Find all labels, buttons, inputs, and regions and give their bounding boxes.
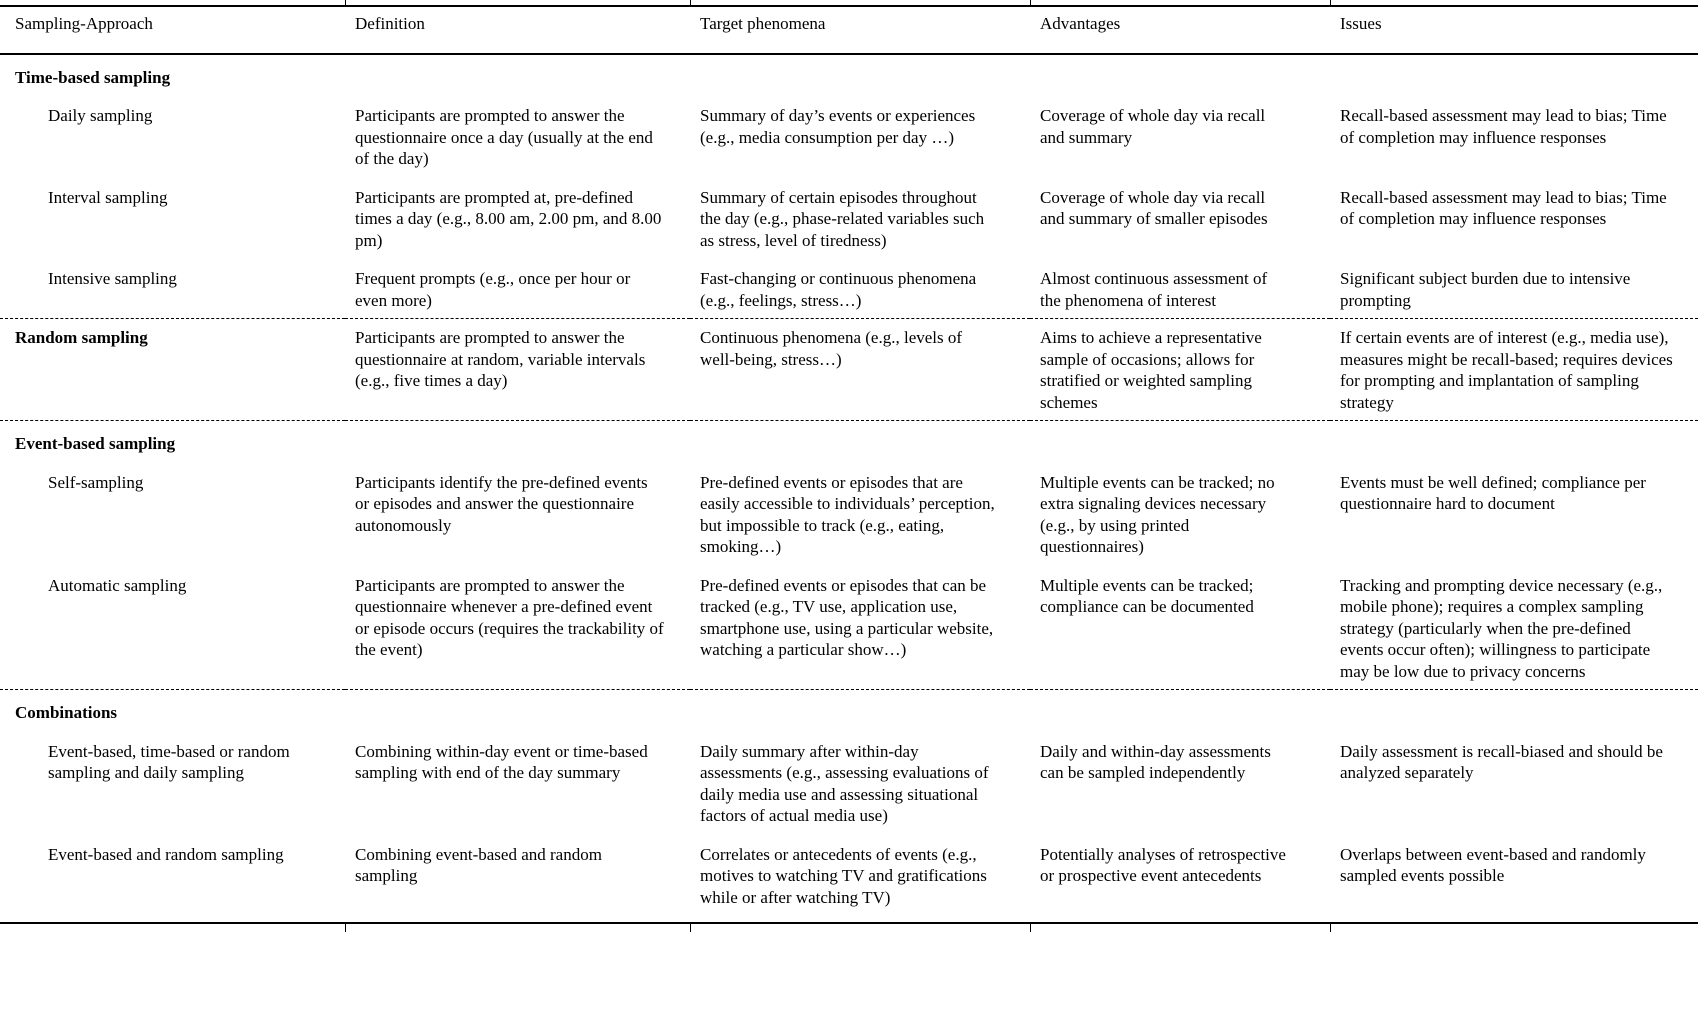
row-daily-sampling: Daily sampling Participants are prompted… — [0, 88, 1698, 170]
cell-advantages: Multiple events can be tracked; no extra… — [1040, 472, 1275, 557]
col-header-advantages: Advantages — [1030, 1, 1331, 55]
cell-advantages: Almost continuous assessment of the phen… — [1040, 269, 1268, 310]
section-row-event-based-sampling: Event-based sampling — [0, 420, 1698, 455]
cell-empty — [1030, 54, 1330, 89]
section-label: Combinations — [0, 689, 345, 724]
row-label: Event-based and random sampling — [0, 826, 346, 932]
row-label: Automatic sampling — [48, 575, 187, 595]
section-label: Time-based sampling — [15, 67, 171, 87]
row-self-sampling: Self-sampling Participants identify the … — [0, 455, 1698, 558]
row-event-time-random-daily-sampling: Event-based, time-based or random sampli… — [0, 724, 1698, 827]
cell-target-phenomena: Fast-changing or continuous phenomena (e… — [700, 269, 977, 310]
cell-empty — [1330, 689, 1698, 724]
cell-issues: Tracking and prompting device necessary … — [1340, 575, 1663, 681]
col-header-issues: Issues — [1330, 5, 1698, 55]
cell-target-phenomena: Summary of day’s events or experiences (… — [700, 106, 976, 147]
sampling-approaches-table: Sampling-Approach Definition Target phen… — [0, 1, 1698, 932]
cell-definition: Frequent prompts (e.g., once per hour or… — [355, 269, 631, 310]
cell-empty — [690, 689, 1030, 724]
row-event-based-and-random-sampling: Event-based and random sampling Combinin… — [0, 826, 1698, 932]
row-label: Daily sampling — [48, 106, 153, 125]
cell-target-phenomena: Correlates or antecedents of events (e.g… — [690, 826, 1031, 932]
cell-advantages: Multiple events can be tracked; complian… — [1040, 575, 1254, 617]
section-label: Event-based sampling — [0, 420, 345, 455]
cell-empty — [690, 420, 1030, 455]
cell-advantages: Potentially analyses of retrospective or… — [1030, 826, 1331, 932]
section-row-combinations: Combinations — [0, 689, 1698, 724]
section-row-time-based-sampling: Time-based sampling — [0, 54, 1698, 89]
cell-empty — [690, 54, 1030, 89]
cell-advantages: Coverage of whole day via recall and sum… — [1040, 106, 1266, 147]
cell-issues: If certain events are of interest (e.g.,… — [1330, 318, 1698, 421]
row-intensive-sampling: Intensive sampling Frequent prompts (e.g… — [0, 251, 1698, 319]
row-label: Intensive sampling — [48, 269, 177, 288]
cell-definition: Participants are prompted to answer the … — [355, 575, 664, 660]
cell-issues: Daily assessment is recall-biased and sh… — [1340, 741, 1663, 783]
cell-target-phenomena: Summary of certain episodes throughout t… — [700, 187, 985, 250]
cell-target-phenomena: Daily summary after within-day assessmen… — [700, 741, 989, 826]
cell-definition: Participants are prompted at, pre-define… — [355, 187, 662, 250]
cell-empty — [345, 420, 690, 455]
cell-advantages: Aims to achieve a representative sample … — [1030, 318, 1330, 421]
col-header-sampling-approach: Sampling-Approach — [0, 1, 346, 55]
table-header-row: Sampling-Approach Definition Target phen… — [0, 1, 1698, 55]
cell-definition: Participants identify the pre-defined ev… — [355, 472, 648, 535]
cell-issues: Events must be well defined; compliance … — [1340, 472, 1646, 514]
cell-issues: Significant subject burden due to intens… — [1340, 269, 1631, 310]
row-interval-sampling: Interval sampling Participants are promp… — [0, 170, 1698, 252]
section-label: Random sampling — [0, 318, 345, 421]
cell-issues: Recall-based assessment may lead to bias… — [1340, 187, 1667, 229]
table-wrapper: Sampling-Approach Definition Target phen… — [0, 1, 1698, 932]
row-label: Self-sampling — [48, 472, 144, 492]
col-header-definition: Definition — [345, 1, 691, 55]
row-label: Event-based, time-based or random sampli… — [48, 741, 290, 783]
row-label: Interval sampling — [48, 187, 168, 207]
cell-definition: Combining within-day event or time-based… — [355, 741, 648, 783]
row-random-sampling: Random sampling Participants are prompte… — [0, 318, 1698, 421]
row-automatic-sampling: Automatic sampling Participants are prom… — [0, 558, 1698, 690]
cell-definition: Participants are prompted to answer the … — [355, 106, 653, 168]
cell-issues: Recall-based assessment may lead to bias… — [1340, 106, 1667, 147]
cell-target-phenomena: Pre-defined events or episodes that can … — [700, 575, 994, 660]
cell-empty — [1030, 420, 1330, 455]
cell-definition: Participants are prompted to answer the … — [345, 318, 690, 421]
cell-issues: Overlaps between event-based and randoml… — [1330, 826, 1698, 924]
cell-empty — [1030, 689, 1330, 724]
cell-empty — [345, 54, 690, 89]
cell-target-phenomena: Pre-defined events or episodes that are … — [700, 472, 995, 557]
cell-advantages: Coverage of whole day via recall and sum… — [1040, 187, 1268, 229]
cell-target-phenomena: Continuous phenomena (e.g., levels of we… — [690, 318, 1030, 421]
cell-empty — [345, 689, 690, 724]
cell-definition: Combining event-based and random samplin… — [345, 826, 691, 932]
col-header-target-phenomena: Target phenomena — [690, 1, 1031, 55]
cell-advantages: Daily and within-day assessments can be … — [1040, 741, 1271, 783]
cell-empty — [1330, 54, 1698, 89]
cell-empty — [1330, 420, 1698, 455]
